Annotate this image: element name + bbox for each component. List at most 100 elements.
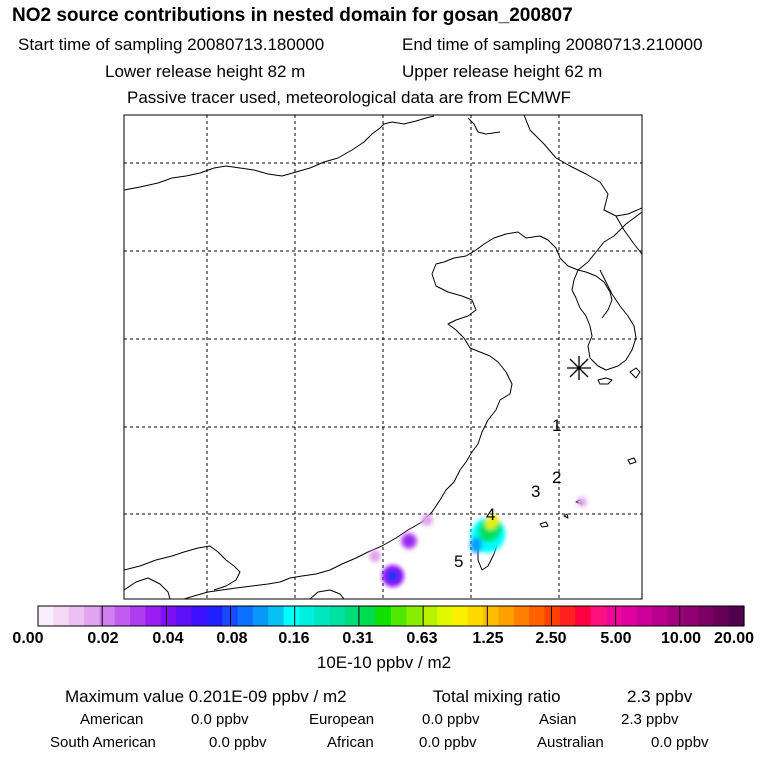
colorbar-tick: 0.02 (87, 630, 119, 647)
colorbar-swatch (452, 606, 469, 626)
colorbar-swatch (329, 606, 346, 626)
colorbar (38, 606, 745, 626)
colorbar-tick: 0.31 (342, 630, 374, 647)
colorbar-swatch (68, 606, 85, 626)
colorbar-swatch (268, 606, 285, 626)
colorbar-swatch (559, 606, 576, 626)
vietnam-border (124, 545, 241, 591)
region-name: African (327, 734, 374, 751)
region-name: South American (50, 734, 156, 751)
colorbar-tick: 2.50 (535, 630, 567, 647)
colorbar-tick: 10.00 (660, 630, 702, 647)
ryukyu-islet (563, 513, 569, 519)
mongolia-east-border (467, 117, 501, 135)
region-value: 2.3 ppbv (621, 711, 679, 728)
upper-release-label: Upper release height 62 m (402, 62, 603, 81)
colorbar-swatch (145, 606, 162, 626)
start-time-label: Start time of sampling 20080713.180000 (18, 35, 325, 54)
colorbar-swatch (421, 606, 438, 626)
colorbar-swatch (651, 606, 668, 626)
colorbar-swatch (529, 606, 546, 626)
asterisk-symbol (567, 356, 591, 380)
colorbar-swatch (206, 606, 223, 626)
colorbar-swatch (114, 606, 131, 626)
colorbar-swatch (99, 606, 116, 626)
map-label-1: 1 (552, 416, 561, 435)
colorbar-swatch (130, 606, 147, 626)
korea-peninsula (571, 269, 637, 371)
colorbar-swatch (513, 606, 530, 626)
colorbar-swatch (344, 606, 361, 626)
colorbar-swatch (467, 606, 484, 626)
note-label: Passive tracer used, meteorological data… (127, 88, 572, 107)
colorbar-swatch (621, 606, 638, 626)
colorbar-units: 10E-10 ppbv / m2 (316, 653, 452, 672)
map-frame (123, 114, 643, 600)
colorbar-swatch (498, 606, 515, 626)
colorbar-swatch (406, 606, 423, 626)
colorbar-swatch (191, 606, 208, 626)
china-coast (183, 211, 642, 599)
map-grid (124, 115, 642, 599)
colorbar-swatch (38, 606, 54, 626)
mongolia-border (124, 115, 435, 191)
end-time-label: End time of sampling 20080713.210000 (402, 35, 703, 54)
kyushu-islet (629, 367, 641, 379)
plume-taiwan-edge (470, 537, 482, 553)
region-name: European (309, 711, 375, 728)
region-value: 0.0 ppbv (419, 734, 477, 751)
colorbar-swatch (283, 606, 300, 626)
max-value-label: Maximum value 0.201E-09 ppbv / m2 (65, 687, 347, 706)
colorbar-tick: 0.04 (152, 630, 184, 647)
colorbar-swatch (667, 606, 684, 626)
colorbar-tick: 5.00 (600, 630, 632, 647)
colorbar-swatch (314, 606, 331, 626)
colorbar-tick: 0.00 (12, 630, 44, 647)
region-name: Australian (537, 734, 604, 751)
hainan-coast (309, 589, 345, 599)
plume-hongkong-core (387, 570, 399, 582)
north-korea-border (577, 269, 613, 319)
colorbar-swatch (237, 606, 254, 626)
colorbar-swatch (697, 606, 714, 626)
total-mixing-value: 2.3 ppbv (627, 687, 693, 706)
total-mixing-label: Total mixing ratio (433, 687, 561, 706)
plume-taiwan-core (485, 514, 499, 530)
jeju-island (597, 377, 613, 385)
region-value: 0.0 ppbv (209, 734, 267, 751)
colorbar-swatch (375, 606, 392, 626)
laos-border (124, 577, 171, 599)
colorbar-swatch (298, 606, 315, 626)
region-value: 0.0 ppbv (422, 711, 480, 728)
colorbar-tick: 0.63 (406, 630, 438, 647)
colorbar-swatch (53, 606, 70, 626)
map-label-2: 2 (552, 468, 561, 487)
colorbar-swatch (360, 606, 377, 626)
colorbar-frame (37, 605, 745, 627)
map-label-5: 5 (454, 552, 463, 571)
plume-pearl-river (369, 550, 381, 562)
colorbar-swatch (84, 606, 100, 626)
map-label-3: 3 (531, 482, 540, 501)
region-name: American (80, 711, 144, 728)
map-title: NO2 source contributions in nested domai… (12, 5, 573, 26)
colorbar-swatch (636, 606, 653, 626)
ryukyu-islet (539, 521, 549, 528)
colorbar-swatch (728, 606, 745, 626)
colorbar-swatch (160, 606, 177, 626)
colorbar-tick: 20.00 (713, 630, 755, 647)
colorbar-swatch (176, 606, 193, 626)
colorbar-swatch (682, 606, 699, 626)
region-value: 0.0 ppbv (191, 711, 249, 728)
okinawa-islet (627, 457, 637, 465)
lower-release-label: Lower release height 82 m (105, 62, 306, 81)
plume-ryukyu (577, 497, 587, 507)
colorbar-swatch (605, 606, 622, 626)
manchuria-border (523, 115, 642, 217)
plume-guangdong-core (405, 537, 413, 545)
colorbar-swatch (391, 606, 407, 626)
map-label-4: 4 (486, 505, 495, 524)
colorbar-swatch (544, 606, 561, 626)
colorbar-swatch (483, 606, 500, 626)
